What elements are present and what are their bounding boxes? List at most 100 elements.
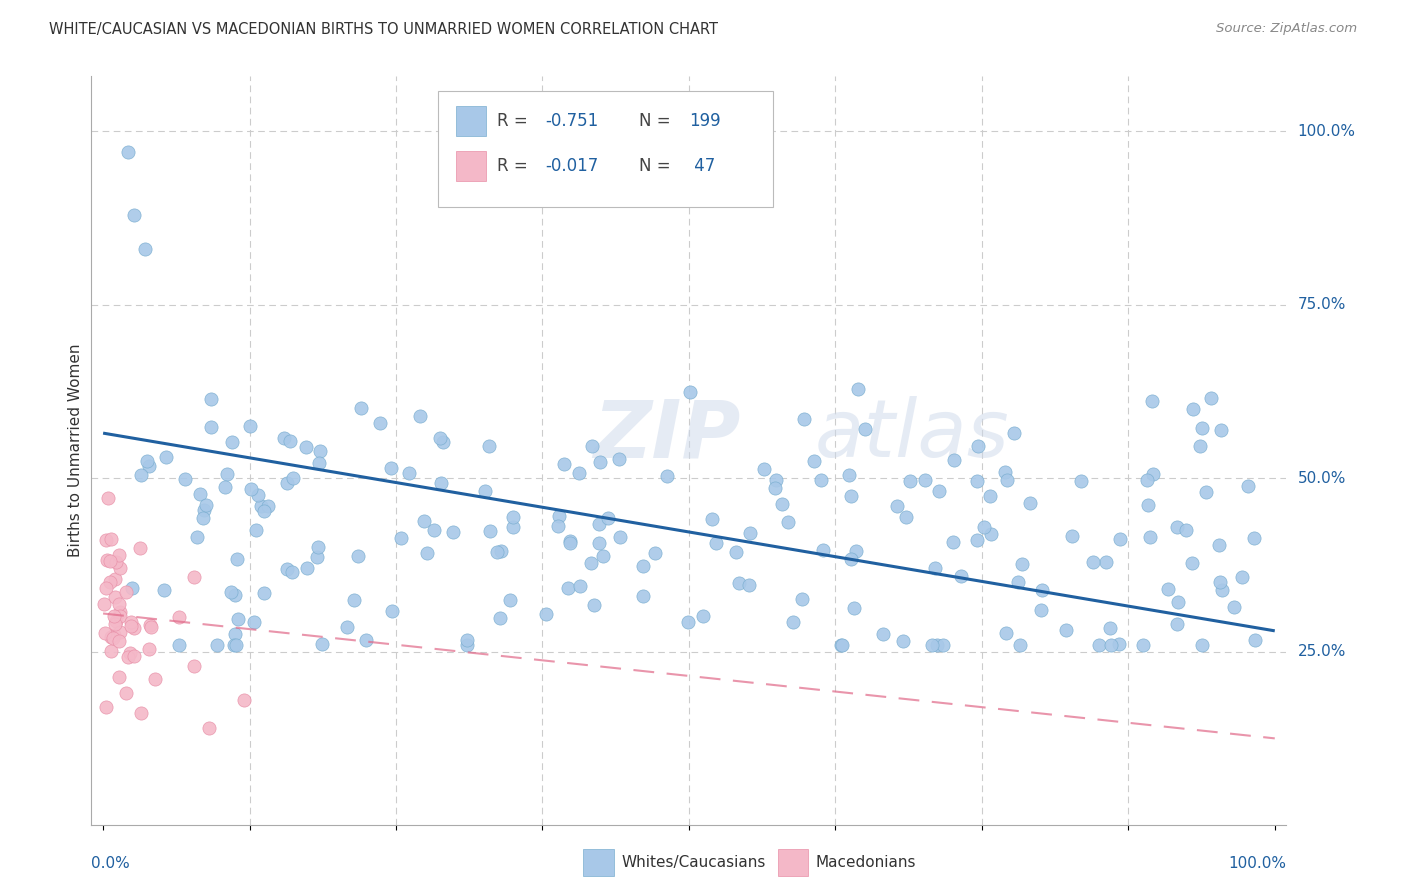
- Text: 50.0%: 50.0%: [1298, 471, 1346, 486]
- Point: [1191, 421, 1213, 435]
- Point: [120, 615, 142, 629]
- Point: [676, 615, 699, 629]
- Point: [413, 515, 436, 529]
- Point: [582, 598, 605, 612]
- Point: [803, 454, 825, 468]
- Point: [100, 631, 122, 645]
- Point: [1195, 485, 1218, 500]
- Point: [295, 440, 318, 454]
- Point: [839, 489, 862, 503]
- Point: [138, 458, 160, 473]
- Point: [973, 520, 995, 534]
- Text: 100.0%: 100.0%: [1229, 855, 1286, 871]
- Text: Source: ZipAtlas.com: Source: ZipAtlas.com: [1216, 22, 1357, 36]
- Point: [790, 591, 813, 606]
- Point: [456, 632, 478, 647]
- Point: [1209, 424, 1232, 438]
- Point: [738, 577, 761, 591]
- Point: [368, 416, 391, 430]
- Point: [560, 535, 582, 549]
- Point: [247, 488, 270, 502]
- Point: [1031, 583, 1053, 598]
- Point: [1191, 638, 1213, 652]
- Text: R =: R =: [496, 112, 533, 129]
- Point: [980, 527, 1002, 541]
- Point: [122, 648, 145, 663]
- Text: 75.0%: 75.0%: [1298, 297, 1346, 312]
- Point: [914, 474, 936, 488]
- Point: [1142, 467, 1164, 482]
- Point: [1007, 575, 1029, 590]
- Point: [1166, 616, 1188, 631]
- Point: [153, 582, 176, 597]
- Point: [1188, 439, 1211, 453]
- Point: [942, 535, 965, 549]
- Text: N =: N =: [638, 112, 676, 129]
- Point: [588, 535, 610, 549]
- Text: 25.0%: 25.0%: [1298, 644, 1346, 659]
- Point: [896, 510, 918, 524]
- Point: [297, 561, 319, 575]
- Point: [592, 549, 614, 564]
- Point: [1243, 632, 1265, 647]
- Text: 47: 47: [689, 157, 716, 175]
- Point: [115, 686, 138, 700]
- Point: [101, 631, 124, 645]
- Point: [1054, 623, 1077, 637]
- Point: [117, 145, 139, 160]
- Point: [704, 536, 727, 550]
- Point: [1181, 556, 1204, 570]
- Point: [1181, 401, 1204, 416]
- Point: [104, 572, 127, 586]
- Point: [811, 543, 834, 558]
- Point: [103, 609, 125, 624]
- Point: [98, 554, 121, 568]
- Point: [1139, 530, 1161, 544]
- Point: [1135, 474, 1157, 488]
- Point: [215, 467, 238, 481]
- Point: [221, 585, 243, 599]
- Point: [924, 561, 946, 575]
- Point: [1095, 555, 1118, 569]
- Point: [547, 518, 569, 533]
- Point: [273, 431, 295, 445]
- Point: [1230, 570, 1253, 584]
- Point: [553, 458, 575, 472]
- Point: [183, 570, 205, 584]
- Point: [1243, 531, 1265, 545]
- Text: 100.0%: 100.0%: [1298, 124, 1355, 139]
- Point: [1099, 621, 1122, 635]
- Point: [100, 644, 122, 658]
- Point: [191, 510, 214, 524]
- Point: [250, 500, 273, 514]
- Point: [831, 638, 853, 652]
- Point: [139, 617, 162, 632]
- Point: [502, 509, 524, 524]
- Point: [1008, 638, 1031, 652]
- Point: [1070, 474, 1092, 488]
- Point: [129, 541, 152, 555]
- Point: [1174, 524, 1197, 538]
- Point: [921, 638, 943, 652]
- Point: [967, 439, 990, 453]
- Point: [226, 612, 249, 626]
- Point: [98, 575, 121, 590]
- Point: [588, 517, 610, 532]
- Point: [568, 579, 591, 593]
- Point: [830, 638, 852, 652]
- Point: [380, 461, 402, 475]
- Point: [966, 474, 988, 488]
- Text: ZIP: ZIP: [593, 396, 741, 475]
- Point: [129, 468, 152, 483]
- Text: 199: 199: [689, 112, 720, 129]
- Point: [568, 467, 591, 481]
- Point: [110, 609, 132, 624]
- Text: R =: R =: [496, 157, 533, 175]
- Point: [224, 588, 246, 602]
- Point: [478, 439, 501, 453]
- Point: [994, 626, 1017, 640]
- Point: [197, 721, 219, 735]
- Text: Whites/Caucasians: Whites/Caucasians: [621, 855, 766, 870]
- Point: [214, 479, 236, 493]
- Point: [257, 499, 280, 513]
